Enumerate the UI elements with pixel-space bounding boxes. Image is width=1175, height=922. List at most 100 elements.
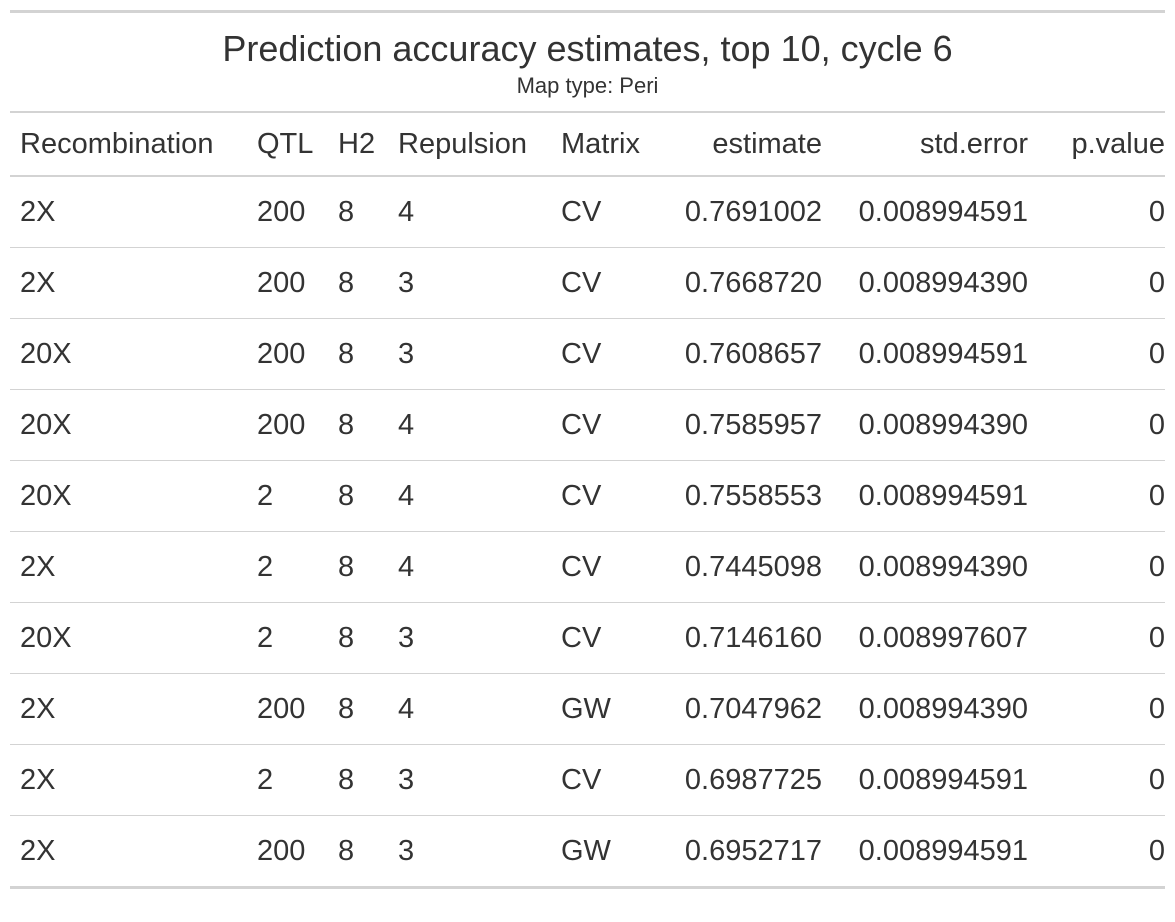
cell-recombination: 20X xyxy=(10,318,247,390)
cell-std-error: 0.008994390 xyxy=(832,531,1038,603)
cell-recombination: 2X xyxy=(10,673,247,745)
cell-p-value: 0 xyxy=(1038,460,1165,532)
cell-qtl: 2 xyxy=(247,602,328,674)
cell-recombination: 2X xyxy=(10,815,247,889)
cell-std-error: 0.008994591 xyxy=(832,176,1038,248)
cell-matrix: CV xyxy=(551,176,659,248)
cell-matrix: CV xyxy=(551,389,659,461)
column-header-recombination: Recombination xyxy=(10,113,247,177)
cell-p-value: 0 xyxy=(1038,318,1165,390)
cell-p-value: 0 xyxy=(1038,389,1165,461)
table-row: 2X 2 8 4 CV 0.7445098 0.008994390 0 xyxy=(10,531,1165,603)
cell-repulsion: 4 xyxy=(388,531,551,603)
header-rule xyxy=(10,111,1165,113)
cell-std-error: 0.008994390 xyxy=(832,673,1038,745)
table-row: 2X 200 8 3 CV 0.7668720 0.008994390 0 xyxy=(10,247,1165,319)
cell-h2: 8 xyxy=(328,744,388,816)
cell-p-value: 0 xyxy=(1038,815,1165,889)
cell-repulsion: 3 xyxy=(388,744,551,816)
cell-std-error: 0.008994390 xyxy=(832,389,1038,461)
table-row: 2X 200 8 4 CV 0.7691002 0.008994591 0 xyxy=(10,176,1165,248)
cell-qtl: 200 xyxy=(247,247,328,319)
cell-h2: 8 xyxy=(328,815,388,889)
cell-qtl: 200 xyxy=(247,673,328,745)
cell-repulsion: 3 xyxy=(388,318,551,390)
cell-h2: 8 xyxy=(328,531,388,603)
cell-p-value: 0 xyxy=(1038,673,1165,745)
cell-estimate: 0.7691002 xyxy=(659,176,832,248)
cell-qtl: 200 xyxy=(247,389,328,461)
column-header-std-error: std.error xyxy=(832,113,1038,177)
cell-std-error: 0.008997607 xyxy=(832,602,1038,674)
cell-matrix: CV xyxy=(551,247,659,319)
cell-qtl: 200 xyxy=(247,318,328,390)
cell-estimate: 0.7047962 xyxy=(659,673,832,745)
cell-recombination: 2X xyxy=(10,744,247,816)
cell-recombination: 2X xyxy=(10,531,247,603)
cell-recombination: 20X xyxy=(10,460,247,532)
cell-estimate: 0.7668720 xyxy=(659,247,832,319)
cell-estimate: 0.7558553 xyxy=(659,460,832,532)
table-row: 2X 200 8 4 GW 0.7047962 0.008994390 0 xyxy=(10,673,1165,745)
cell-qtl: 2 xyxy=(247,744,328,816)
table-row: 20X 2 8 3 CV 0.7146160 0.008997607 0 xyxy=(10,602,1165,674)
table-row: 20X 200 8 4 CV 0.7585957 0.008994390 0 xyxy=(10,389,1165,461)
table-subtitle: Map type: Peri xyxy=(516,73,659,98)
cell-p-value: 0 xyxy=(1038,247,1165,319)
column-header-matrix: Matrix xyxy=(551,113,659,177)
cell-matrix: CV xyxy=(551,531,659,603)
cell-recombination: 20X xyxy=(10,602,247,674)
cell-estimate: 0.7146160 xyxy=(659,602,832,674)
cell-recombination: 2X xyxy=(10,176,247,248)
cell-std-error: 0.008994390 xyxy=(832,247,1038,319)
cell-matrix: CV xyxy=(551,744,659,816)
column-header-h2: H2 xyxy=(328,113,388,177)
cell-repulsion: 4 xyxy=(388,176,551,248)
results-table-container: Prediction accuracy estimates, top 10, c… xyxy=(10,10,1165,889)
cell-estimate: 0.7585957 xyxy=(659,389,832,461)
cell-h2: 8 xyxy=(328,602,388,674)
cell-std-error: 0.008994591 xyxy=(832,460,1038,532)
cell-h2: 8 xyxy=(328,318,388,390)
cell-matrix: GW xyxy=(551,673,659,745)
cell-matrix: CV xyxy=(551,318,659,390)
cell-estimate: 0.6952717 xyxy=(659,815,832,889)
column-header-repulsion: Repulsion xyxy=(388,113,551,177)
cell-p-value: 0 xyxy=(1038,176,1165,248)
cell-qtl: 200 xyxy=(247,815,328,889)
cell-qtl: 200 xyxy=(247,176,328,248)
table-row: 20X 200 8 3 CV 0.7608657 0.008994591 0 xyxy=(10,318,1165,390)
header-row: Recombination QTL H2 Repulsion Matrix es… xyxy=(10,113,1165,177)
results-table: Recombination QTL H2 Repulsion Matrix es… xyxy=(10,113,1165,889)
column-header-qtl: QTL xyxy=(247,113,328,177)
cell-p-value: 0 xyxy=(1038,602,1165,674)
cell-h2: 8 xyxy=(328,247,388,319)
cell-h2: 8 xyxy=(328,389,388,461)
cell-matrix: CV xyxy=(551,602,659,674)
cell-std-error: 0.008994591 xyxy=(832,744,1038,816)
cell-std-error: 0.008994591 xyxy=(832,815,1038,889)
table-row: 20X 2 8 4 CV 0.7558553 0.008994591 0 xyxy=(10,460,1165,532)
cell-repulsion: 4 xyxy=(388,673,551,745)
cell-p-value: 0 xyxy=(1038,744,1165,816)
column-header-estimate: estimate xyxy=(659,113,832,177)
cell-repulsion: 3 xyxy=(388,247,551,319)
column-header-p-value: p.value xyxy=(1038,113,1165,177)
cell-repulsion: 3 xyxy=(388,602,551,674)
table-row: 2X 200 8 3 GW 0.6952717 0.008994591 0 xyxy=(10,815,1165,889)
cell-std-error: 0.008994591 xyxy=(832,318,1038,390)
cell-recombination: 20X xyxy=(10,389,247,461)
cell-estimate: 0.7608657 xyxy=(659,318,832,390)
cell-matrix: CV xyxy=(551,460,659,532)
cell-h2: 8 xyxy=(328,176,388,248)
cell-qtl: 2 xyxy=(247,460,328,532)
cell-matrix: GW xyxy=(551,815,659,889)
cell-recombination: 2X xyxy=(10,247,247,319)
cell-qtl: 2 xyxy=(247,531,328,603)
cell-estimate: 0.7445098 xyxy=(659,531,832,603)
table-title: Prediction accuracy estimates, top 10, c… xyxy=(222,28,953,69)
cell-repulsion: 4 xyxy=(388,389,551,461)
cell-estimate: 0.6987725 xyxy=(659,744,832,816)
table-row: 2X 2 8 3 CV 0.6987725 0.008994591 0 xyxy=(10,744,1165,816)
cell-p-value: 0 xyxy=(1038,531,1165,603)
